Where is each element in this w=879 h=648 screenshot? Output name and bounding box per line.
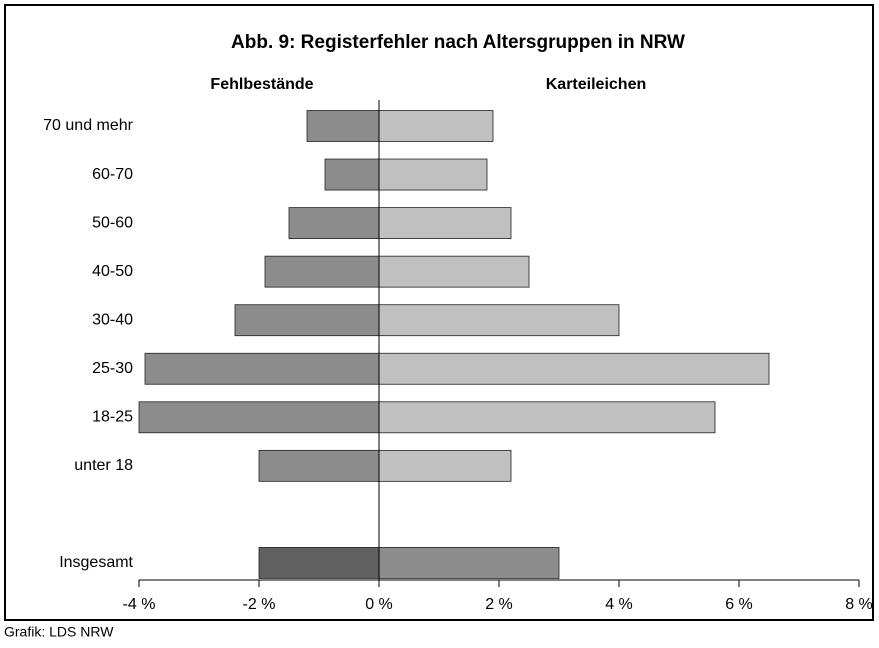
x-tick-label: 8 % <box>845 596 873 613</box>
bar <box>378 207 512 240</box>
bar <box>288 207 380 240</box>
bar <box>306 110 380 142</box>
bar <box>258 547 380 579</box>
chart-title: Abb. 9: Registerfehler nach Altersgruppe… <box>231 32 685 53</box>
x-tick-label: -4 % <box>123 596 156 613</box>
y-tick-label: Insgesamt <box>59 554 133 571</box>
x-tick-label: 0 % <box>365 596 393 613</box>
y-tick-label: 18-25 <box>92 409 133 426</box>
series-header: Fehlbestände <box>210 76 313 93</box>
bar <box>378 304 620 337</box>
y-tick-label: 25-30 <box>92 360 133 377</box>
frame <box>4 4 874 621</box>
y-tick-label: 70 und mehr <box>43 117 134 134</box>
x-tick-label: 6 % <box>725 596 753 613</box>
bar <box>378 401 716 434</box>
bar <box>324 158 380 191</box>
bar <box>378 158 488 191</box>
bar <box>378 547 560 579</box>
bar <box>138 401 380 434</box>
y-tick-label: 40-50 <box>92 263 133 280</box>
source: Grafik: LDS NRW <box>4 624 114 640</box>
bar <box>378 255 530 288</box>
y-tick-label: 60-70 <box>92 166 133 183</box>
bar <box>264 255 380 288</box>
bar <box>378 449 512 482</box>
x-tick-label: 2 % <box>485 596 513 613</box>
bar <box>378 352 770 385</box>
bar <box>378 110 494 142</box>
y-tick-label: unter 18 <box>74 457 133 474</box>
x-tick-label: 4 % <box>605 596 633 613</box>
y-tick-label: 50-60 <box>92 214 133 231</box>
bar <box>258 449 380 482</box>
bar <box>144 352 380 385</box>
bar <box>234 304 380 337</box>
x-tick-label: -2 % <box>243 596 276 613</box>
series-header: Karteileichen <box>546 76 646 93</box>
y-tick-label: 30-40 <box>92 311 133 328</box>
